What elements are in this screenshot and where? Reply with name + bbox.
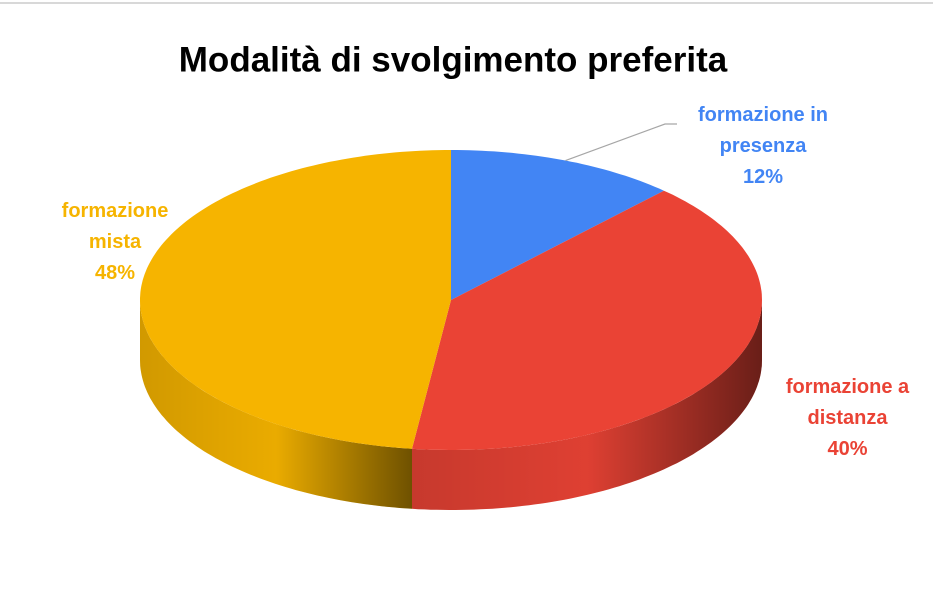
slice	[412, 190, 762, 450]
value-label: 48%	[94, 262, 136, 284]
slice	[451, 150, 664, 300]
value-label: 40%	[827, 438, 868, 460]
leader-line	[565, 123, 677, 162]
chart-title: Modalità di svolgimento preferita	[179, 40, 728, 79]
category-label: formazione in presenza	[697, 104, 828, 157]
data-label: formazione mista 48%	[40, 196, 190, 289]
slice-side-shade	[140, 300, 412, 509]
data-label: formazione in presenza 12%	[668, 100, 858, 193]
slice-side-shade	[412, 300, 762, 510]
value-label: 12%	[742, 166, 784, 188]
slice	[140, 150, 451, 449]
category-label: formazione a distanza	[785, 376, 910, 429]
data-label: formazione a distanza 40%	[760, 372, 933, 465]
category-label: formazione mista	[61, 200, 169, 253]
